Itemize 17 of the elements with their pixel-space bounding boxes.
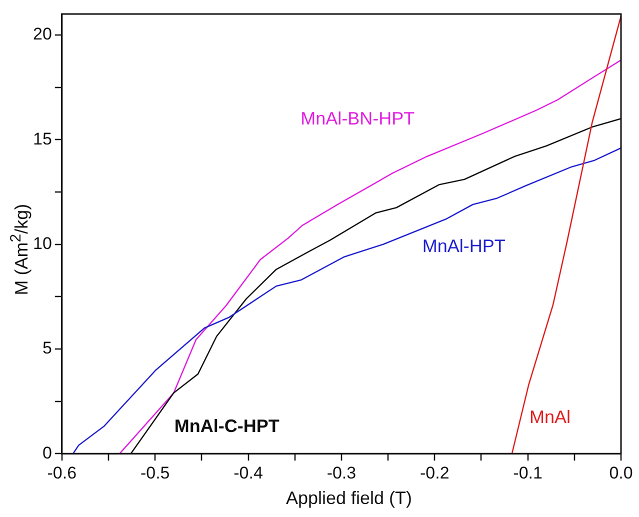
y-tick-label: 20 (32, 24, 52, 44)
y-tick-label: 10 (32, 234, 52, 253)
x-tick-label: -0.4 (234, 463, 263, 482)
x-tick-label: -0.2 (420, 463, 450, 482)
series-label: MnAl (529, 406, 571, 427)
y-tick-label: 5 (42, 338, 52, 358)
x-axis-title: Applied field (T) (284, 488, 414, 509)
x-tick-label: -0.3 (326, 463, 356, 482)
x-tick-label: 0.0 (609, 463, 633, 482)
series-label: MnAl-BN-HPT (300, 108, 415, 128)
series-label: MnAl-HPT (422, 236, 506, 256)
y-tick-label: 0 (42, 443, 52, 462)
x-tick-label: -0.6 (47, 463, 77, 482)
series-label: MnAl-C-HPT (174, 416, 280, 436)
x-tick-label: -0.1 (513, 463, 542, 482)
x-tick-label: -0.5 (140, 463, 170, 482)
y-tick-label: 15 (32, 129, 52, 148)
